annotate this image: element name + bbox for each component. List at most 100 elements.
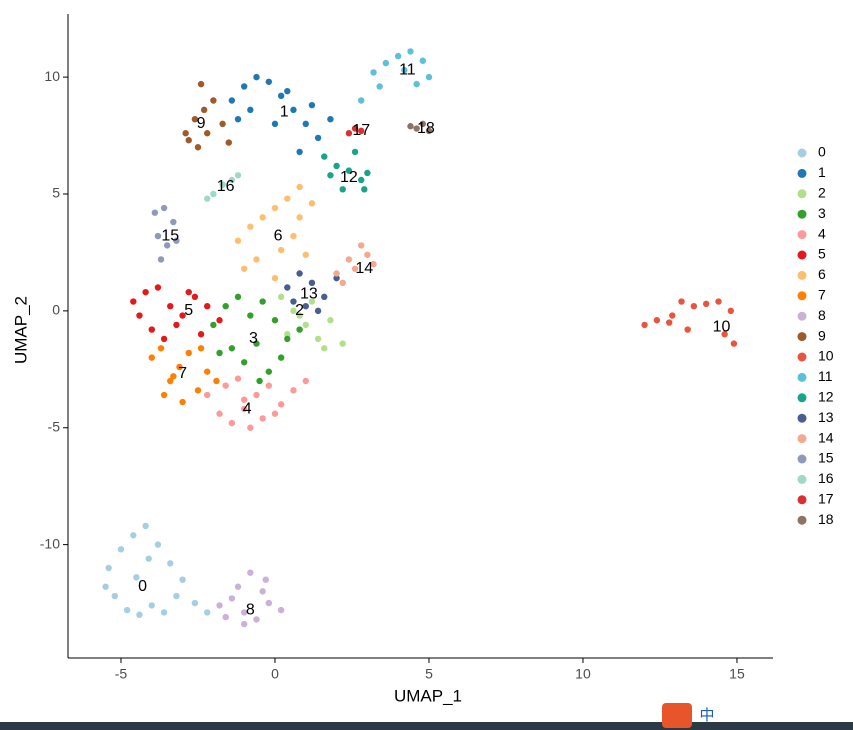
- x-tick-label: 5: [425, 666, 433, 682]
- point: [105, 564, 112, 572]
- point: [204, 195, 211, 202]
- point: [364, 169, 371, 177]
- point: [163, 242, 171, 249]
- point: [351, 148, 359, 156]
- point: [302, 321, 309, 329]
- legend-label: 15: [818, 450, 834, 466]
- cluster-label: 17: [352, 122, 370, 139]
- point: [314, 134, 322, 142]
- legend-swatch: [797, 332, 807, 342]
- point: [247, 312, 254, 319]
- legend-swatch: [797, 393, 807, 403]
- point: [148, 602, 155, 609]
- point: [200, 106, 208, 114]
- point: [240, 609, 248, 616]
- point: [194, 144, 202, 151]
- point: [176, 363, 183, 371]
- legend-swatch: [797, 434, 807, 444]
- point: [401, 66, 408, 74]
- point: [302, 302, 309, 310]
- point: [394, 52, 402, 60]
- point: [228, 97, 236, 104]
- cluster-label: 14: [355, 260, 373, 277]
- point: [160, 391, 168, 399]
- cluster-label: 11: [399, 61, 416, 78]
- point: [425, 127, 433, 135]
- point: [308, 101, 316, 109]
- point: [234, 293, 242, 301]
- legend-swatch: [797, 291, 807, 301]
- point: [327, 317, 334, 324]
- legend-label: 6: [818, 266, 826, 282]
- y-axis-label: UMAP_2: [11, 296, 30, 364]
- point: [296, 312, 303, 319]
- point: [111, 592, 119, 600]
- point: [265, 368, 273, 375]
- legend-swatch: [797, 372, 807, 382]
- cluster-label: 7: [178, 365, 187, 382]
- cluster-label: 5: [184, 302, 193, 319]
- point: [715, 298, 722, 305]
- point: [333, 270, 340, 277]
- point: [247, 106, 254, 114]
- legend-swatch: [797, 495, 807, 505]
- legend-label: 10: [818, 348, 834, 364]
- legend-label: 4: [818, 225, 826, 241]
- point: [653, 317, 661, 324]
- legend-swatch: [797, 209, 807, 219]
- point: [256, 377, 263, 385]
- point: [259, 214, 266, 221]
- x-tick-label: 10: [575, 666, 591, 682]
- point: [265, 599, 273, 607]
- point: [284, 284, 291, 291]
- point: [321, 345, 328, 352]
- point: [296, 326, 303, 333]
- point: [339, 340, 346, 347]
- point: [151, 209, 159, 216]
- cluster-label: 16: [217, 178, 235, 195]
- legend-swatch: [797, 168, 807, 178]
- point: [361, 186, 368, 193]
- point: [185, 288, 192, 296]
- y-tick-label: -10: [40, 535, 60, 551]
- point: [669, 312, 676, 319]
- point: [358, 97, 365, 104]
- point: [157, 345, 165, 352]
- x-tick-label: -5: [115, 666, 128, 682]
- point: [253, 256, 260, 263]
- point: [133, 574, 140, 581]
- point: [271, 274, 279, 282]
- point: [290, 232, 297, 240]
- legend-label: 17: [818, 491, 834, 507]
- point: [173, 321, 180, 329]
- cluster-label: 2: [295, 302, 304, 319]
- point: [240, 265, 248, 272]
- ime-mode[interactable]: 中: [699, 707, 714, 724]
- point: [262, 576, 269, 583]
- point: [240, 359, 248, 366]
- point: [222, 382, 229, 389]
- legend-label: 8: [818, 307, 826, 323]
- point: [265, 382, 273, 389]
- point: [179, 576, 186, 583]
- point: [259, 415, 266, 422]
- point: [228, 595, 236, 602]
- point: [191, 115, 199, 123]
- point: [191, 293, 199, 301]
- point: [213, 377, 220, 385]
- point: [321, 293, 328, 301]
- point: [240, 396, 248, 403]
- point: [277, 606, 285, 614]
- point: [216, 349, 223, 357]
- ime-logo[interactable]: [662, 703, 692, 728]
- legend-label: 14: [818, 429, 834, 445]
- point: [339, 279, 346, 287]
- cluster-label: 1: [280, 103, 289, 120]
- point: [173, 237, 180, 244]
- point: [419, 120, 427, 128]
- point: [247, 424, 254, 431]
- point: [678, 298, 685, 305]
- point: [290, 298, 297, 305]
- point: [167, 302, 174, 310]
